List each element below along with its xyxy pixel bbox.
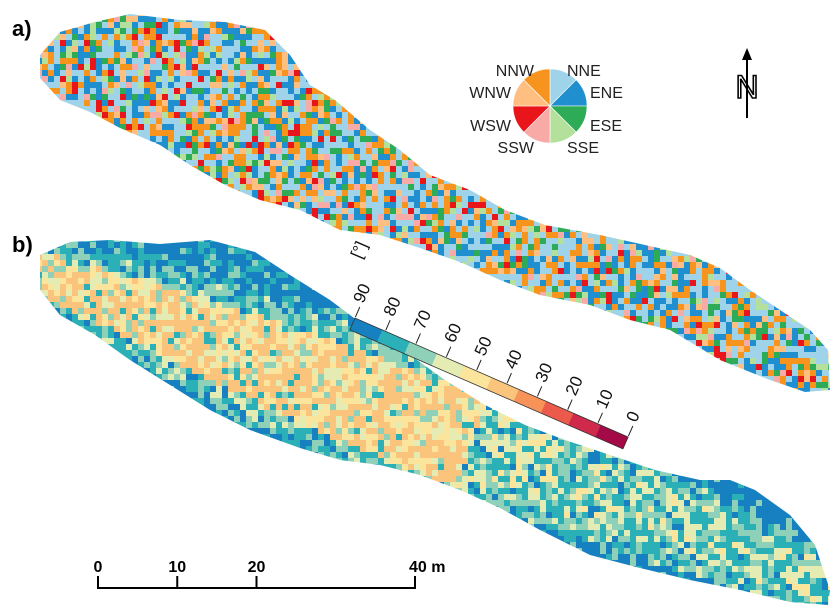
scale-bar-label: 0 (94, 559, 103, 576)
scale-bar-label: 40 m (409, 559, 445, 576)
slope-ramp-label: 10 (592, 387, 617, 412)
aspect-legend: NNE ENE ESE SSE SSW WSW WNW NNW (469, 63, 623, 157)
slope-ramp-tick (445, 346, 452, 357)
slope-ramp-label: 30 (531, 360, 556, 385)
scale-bar: 0 10 20 40 m (94, 559, 445, 589)
aspect-slice-nnw (523, 68, 551, 107)
panel-label-a: a) (12, 16, 32, 41)
aspect-label-wnw: WNW (469, 85, 512, 102)
aspect-label-nnw: NNW (496, 63, 535, 80)
slope-ramp-label: 40 (501, 347, 526, 372)
north-arrow-label: N (735, 69, 758, 105)
slope-ramp-label: 20 (562, 373, 587, 398)
slope-ramp-unit: [°] (347, 239, 371, 261)
slope-ramp-segment (513, 389, 547, 414)
slope-ramp-segment (595, 425, 629, 450)
aspect-label-sse: SSE (567, 140, 599, 157)
slope-ramp-tick (536, 386, 543, 397)
aspect-label-nne: NNE (567, 63, 601, 80)
panel-label-b: b) (12, 232, 33, 257)
slope-ramp-tick (627, 425, 634, 437)
slope-ramp-tick (567, 399, 573, 410)
slope-ramp-label: 80 (380, 294, 405, 319)
aspect-label-ene: ENE (590, 85, 623, 102)
slope-ramp-segment (540, 401, 574, 426)
north-arrow-icon: N (735, 48, 759, 118)
slope-ramp-label: 70 (410, 307, 435, 332)
slope-ramp-label: 90 (349, 281, 374, 306)
slope-ramp-tick (354, 306, 361, 318)
slope-ramp-label: 60 (440, 320, 465, 345)
slope-ramp-segment (349, 318, 383, 343)
aspect-label-wsw: WSW (470, 118, 512, 135)
slope-ramp-segment (404, 341, 438, 366)
slope-ramp-segment (459, 365, 492, 390)
slope-ramp-label: 50 (471, 334, 496, 359)
slope-ramp-tick (385, 320, 391, 331)
slope-ramp-segment (377, 329, 411, 354)
slope-ramp-segment (431, 353, 465, 378)
slope-ramp-label: 0 (622, 408, 643, 424)
aspect-label-ssw: SSW (498, 140, 535, 157)
slope-ramp-tick (415, 333, 421, 344)
slope-ramp-tick (597, 412, 603, 424)
aspect-label-ese: ESE (590, 118, 622, 135)
scale-bar-label: 20 (248, 559, 266, 576)
slope-ramp-segment (568, 413, 602, 438)
slope-ramp-segment (486, 377, 520, 402)
slope-ramp-tick (476, 359, 482, 371)
scale-bar-label: 10 (168, 559, 186, 576)
slope-ramp-tick (506, 372, 512, 384)
